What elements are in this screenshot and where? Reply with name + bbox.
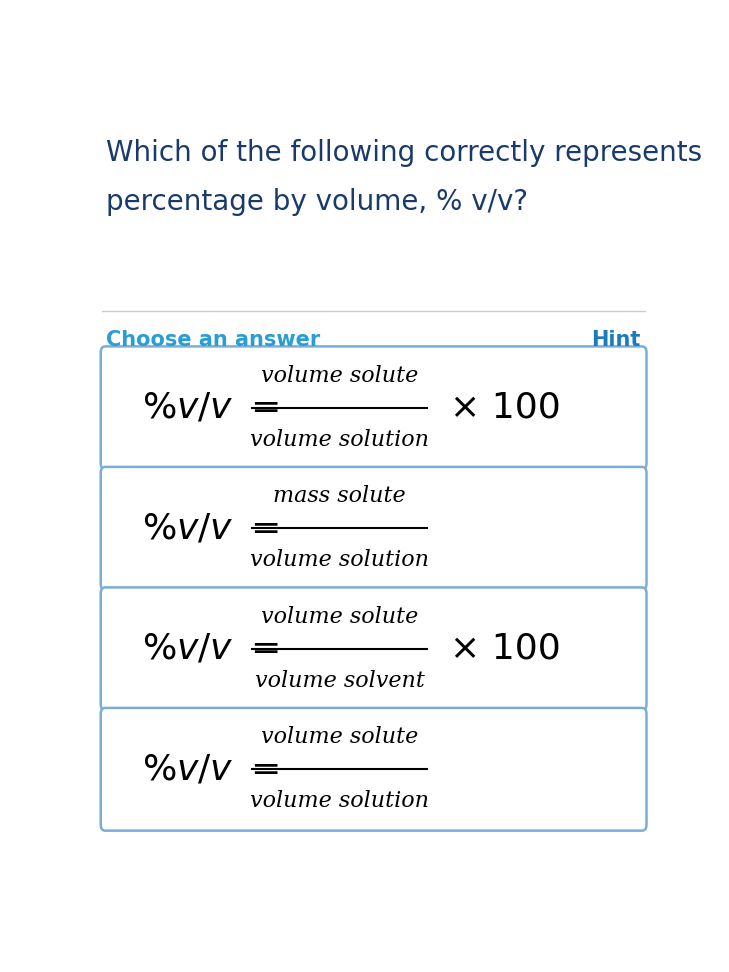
Text: percentage by volume, % v/v?: percentage by volume, % v/v? [106, 188, 529, 216]
Text: volume solute: volume solute [261, 606, 418, 628]
Text: volume solvent: volume solvent [254, 670, 425, 692]
Text: volume solution: volume solution [250, 429, 429, 451]
Text: × 100: × 100 [450, 632, 561, 666]
Text: volume solute: volume solute [261, 364, 418, 387]
Text: $\%\mathit{v}/\mathit{v}\ =$: $\%\mathit{v}/\mathit{v}\ =$ [142, 752, 278, 786]
Text: $\%\mathit{v}/\mathit{v}\ =$: $\%\mathit{v}/\mathit{v}\ =$ [142, 632, 278, 666]
Text: $\%\mathit{v}/\mathit{v}\ =$: $\%\mathit{v}/\mathit{v}\ =$ [142, 391, 278, 425]
Text: × 100: × 100 [450, 391, 561, 425]
Text: volume solution: volume solution [250, 549, 429, 572]
Text: mass solute: mass solute [273, 485, 406, 507]
Text: Hint: Hint [591, 330, 641, 350]
FancyBboxPatch shape [101, 708, 647, 831]
FancyBboxPatch shape [101, 346, 647, 469]
Text: Which of the following correctly represents: Which of the following correctly represe… [106, 139, 703, 167]
Text: $\%\mathit{v}/\mathit{v}\ =$: $\%\mathit{v}/\mathit{v}\ =$ [142, 511, 278, 545]
Text: Choose an answer: Choose an answer [106, 330, 321, 350]
Text: volume solute: volume solute [261, 726, 418, 748]
Text: volume solution: volume solution [250, 790, 429, 813]
FancyBboxPatch shape [101, 587, 647, 711]
FancyBboxPatch shape [101, 467, 647, 590]
